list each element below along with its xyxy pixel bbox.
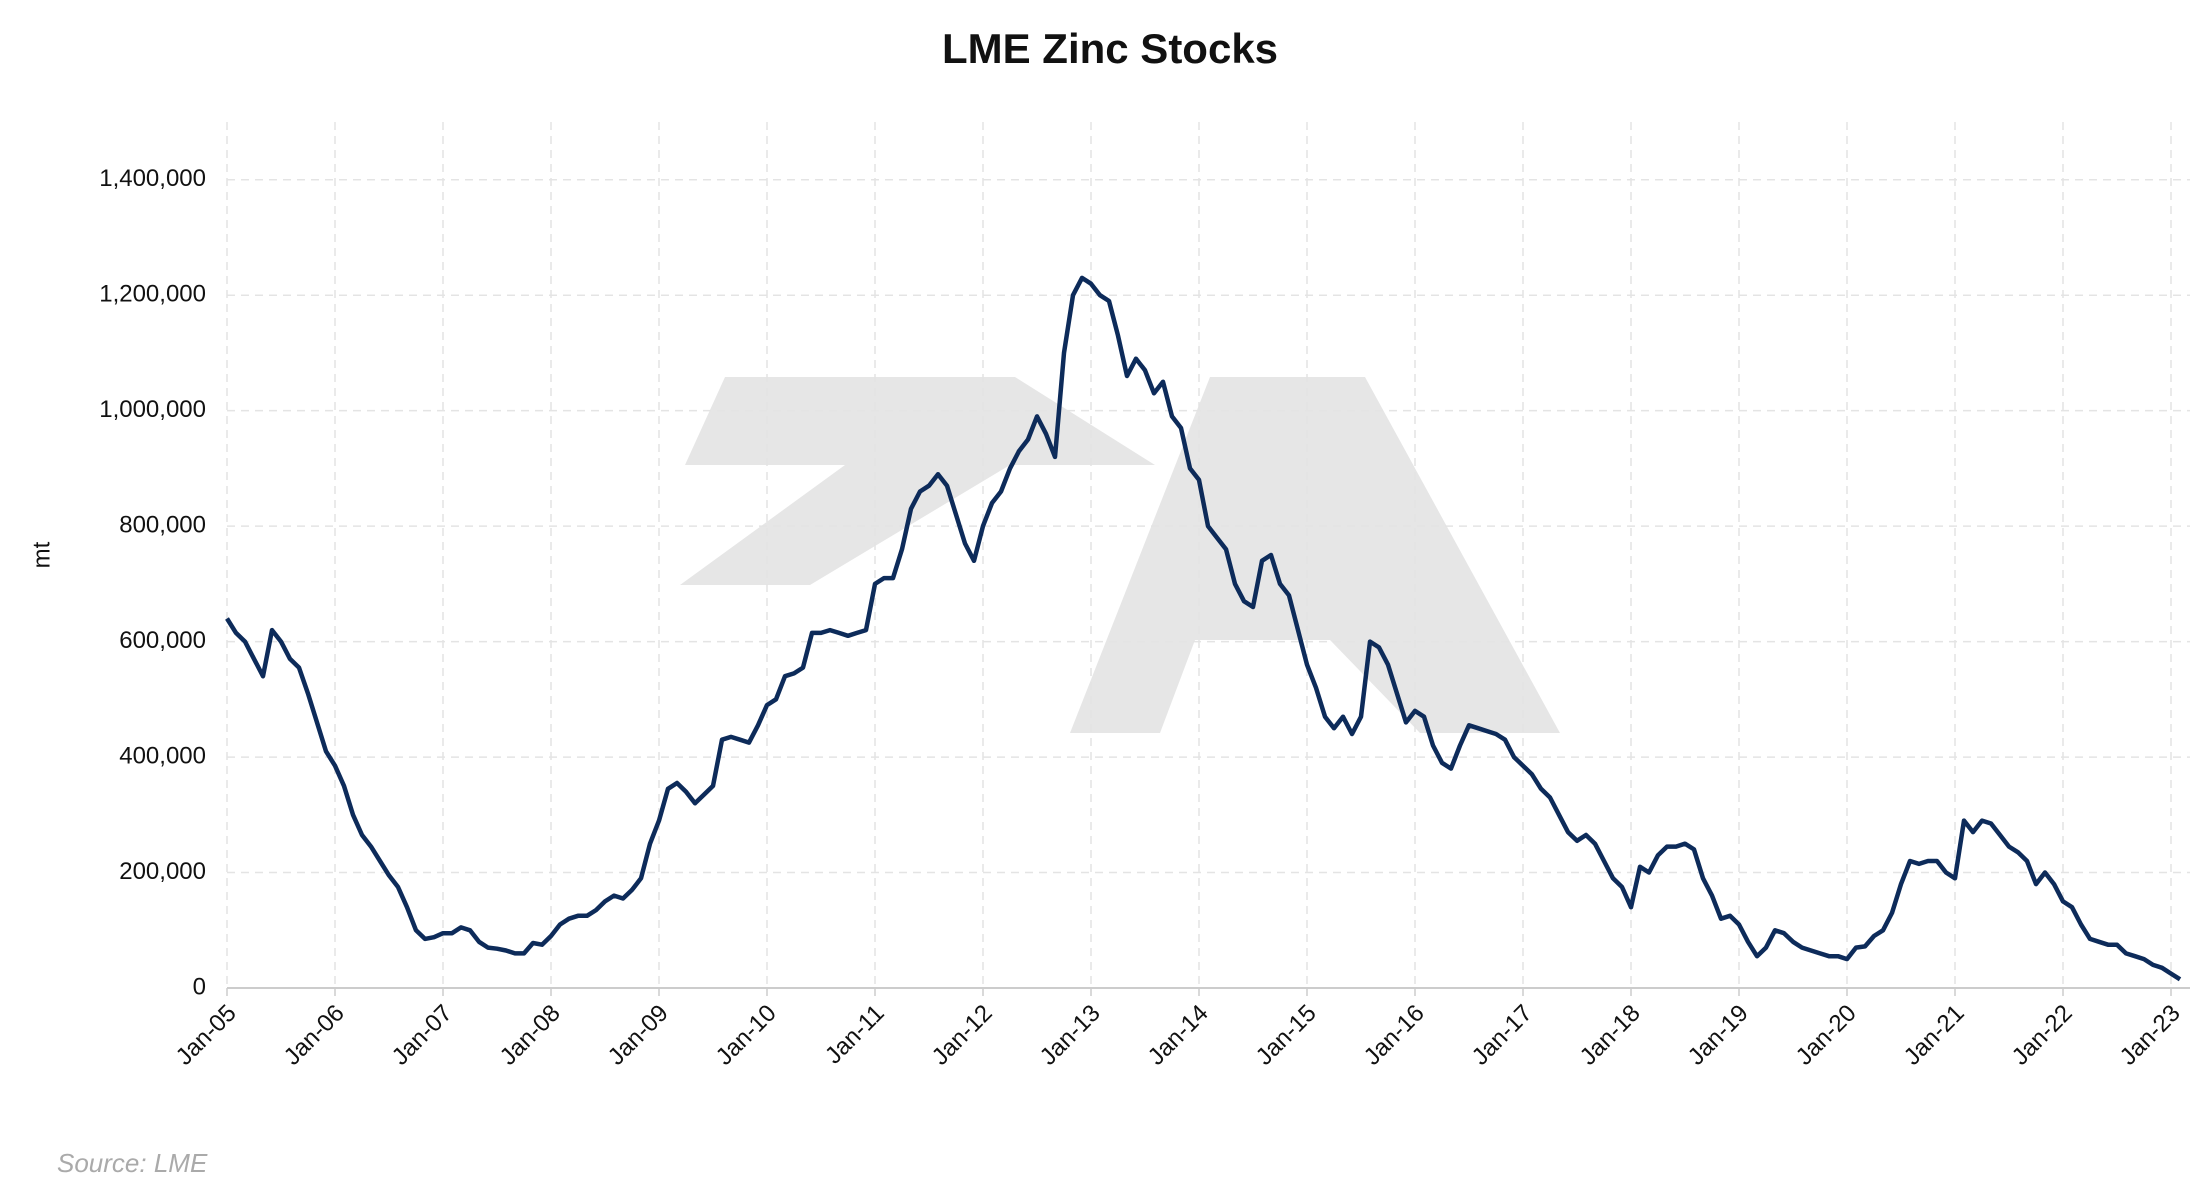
x-tick-label: Jan-15 (1251, 1000, 1322, 1071)
source: Source: LME (57, 1148, 208, 1178)
line-series (225, 275, 2182, 982)
x-tick-label: Jan-22 (2007, 1000, 2078, 1071)
y-axis-label: mt (28, 541, 55, 568)
y-tick-label: 0 (193, 973, 206, 1000)
y-tick-label: 800,000 (119, 511, 206, 538)
x-tick-label: Jan-23 (2115, 1000, 2186, 1071)
x-tick-label: Jan-14 (1143, 1000, 1214, 1071)
y-tick-label: 600,000 (119, 627, 206, 654)
x-tick-label: Jan-05 (171, 1000, 242, 1071)
x-tick-label: Jan-19 (1683, 1000, 1754, 1071)
x-tick-label: Jan-12 (927, 1000, 998, 1071)
y-tick-label: 1,400,000 (99, 165, 206, 192)
watermark (680, 377, 1560, 733)
x-tick-label: Jan-08 (495, 1000, 566, 1071)
x-tick-label: Jan-11 (820, 1000, 890, 1070)
x-tick-label: Jan-06 (279, 1000, 350, 1071)
x-tick-label: Jan-17 (1467, 1000, 1538, 1071)
y-tick-label: 1,000,000 (99, 396, 206, 423)
y-tick-label: 200,000 (119, 858, 206, 885)
x-tick-label: Jan-16 (1359, 1000, 1430, 1071)
x-tick-label: Jan-10 (711, 1000, 782, 1071)
x-tick-label: Jan-20 (1791, 1000, 1862, 1071)
y-tick-label: 400,000 (119, 742, 206, 769)
x-tick-label: Jan-09 (603, 1000, 674, 1071)
x-tick-label: Jan-18 (1575, 1000, 1646, 1071)
x-tick-label: Jan-07 (387, 1000, 458, 1071)
x-tick-label: Jan-13 (1035, 1000, 1106, 1071)
x-tick-label: Jan-21 (1899, 1000, 1970, 1071)
y-tick-label: 1,200,000 (99, 281, 206, 308)
chart-title: LME Zinc Stocks (942, 25, 1278, 72)
